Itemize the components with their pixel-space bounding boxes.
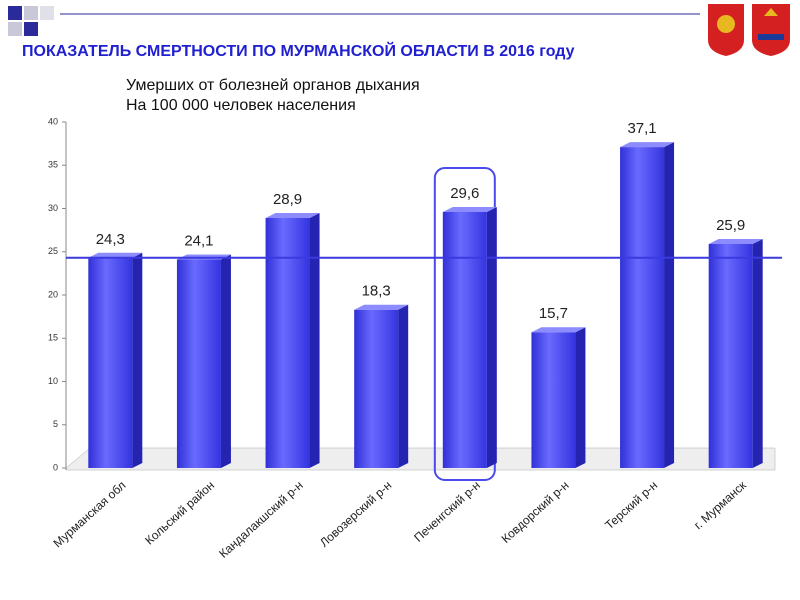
- y-tick-label: 30: [48, 203, 58, 213]
- bar-top: [265, 213, 320, 219]
- bar-side: [309, 213, 320, 468]
- bar: [531, 332, 576, 468]
- bar-side: [575, 327, 586, 468]
- subtitle: На 100 000 человек населения: [126, 97, 356, 114]
- bar-side: [664, 142, 675, 468]
- y-tick-label: 25: [48, 246, 58, 256]
- bar: [265, 218, 310, 468]
- y-tick-label: 0: [53, 462, 58, 472]
- bar-top: [708, 238, 763, 244]
- subtitle: Умерших от болезней органов дыхания: [126, 77, 420, 94]
- bar-side: [132, 252, 143, 468]
- bar-side: [220, 254, 231, 468]
- bar: [176, 259, 221, 468]
- x-tick-label: Кольский район: [142, 478, 217, 547]
- value-label: 18,3: [362, 283, 391, 300]
- x-tick-label: Кандалакшский р-н: [216, 478, 305, 561]
- bar: [442, 211, 487, 468]
- value-label: 15,7: [539, 305, 568, 322]
- bar: [354, 309, 399, 468]
- y-tick-label: 10: [48, 376, 58, 386]
- bar: [708, 243, 753, 468]
- value-label: 28,9: [273, 191, 302, 208]
- title: ПОКАЗАТЕЛЬ СМЕРТНОСТИ ПО МУРМАНСКОЙ ОБЛА…: [22, 41, 575, 60]
- decor-squares: [8, 6, 700, 36]
- bar: [620, 147, 665, 468]
- bar: [88, 257, 133, 468]
- bar-top: [354, 304, 409, 310]
- bar-top: [442, 206, 497, 212]
- y-tick-label: 40: [48, 116, 58, 126]
- x-tick-label: г. Мурманск: [691, 478, 749, 532]
- plot: [65, 122, 776, 471]
- bar-top: [531, 327, 586, 333]
- x-tick-label: Ковдорский р-н: [499, 478, 572, 546]
- bar-side: [398, 304, 409, 468]
- y-tick-label: 15: [48, 333, 58, 343]
- bar-side: [752, 238, 763, 468]
- x-tick-label: Печенгский р-н: [411, 478, 483, 545]
- bar-side: [486, 206, 497, 468]
- value-label: 37,1: [627, 120, 656, 137]
- value-label: 24,3: [96, 231, 125, 248]
- y-tick-label: 20: [48, 289, 58, 299]
- x-tick-label: Ловозерский р-н: [317, 478, 394, 550]
- value-label: 29,6: [450, 185, 479, 202]
- x-tick-label: Терский р-н: [602, 478, 660, 532]
- x-tick-label: Мурманская обл: [51, 478, 129, 550]
- value-label: 24,1: [184, 233, 213, 250]
- emblems: [708, 4, 790, 56]
- bar-top: [88, 252, 143, 258]
- y-tick-label: 35: [48, 160, 58, 170]
- value-label: 25,9: [716, 217, 745, 234]
- y-tick-label: 5: [53, 419, 58, 429]
- bar-top: [620, 142, 675, 148]
